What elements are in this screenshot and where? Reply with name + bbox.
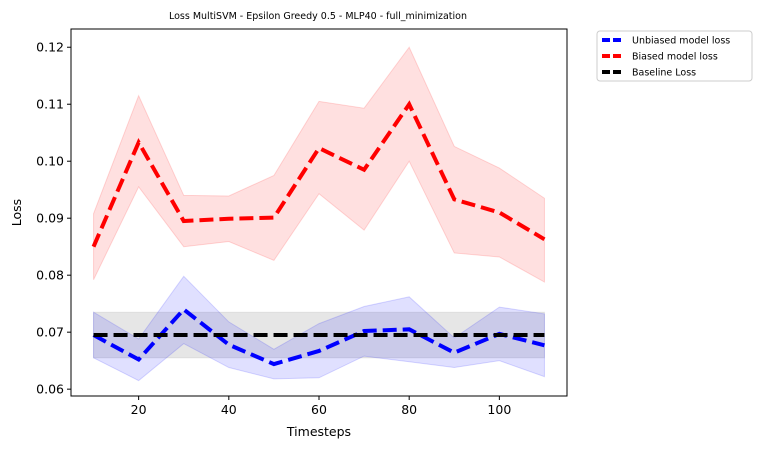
y-tick-label: 0.06 <box>36 382 64 397</box>
series-lines <box>91 100 546 367</box>
y-tick-label: 0.11 <box>36 97 64 112</box>
x-tick-label: 80 <box>401 402 417 417</box>
x-axis-ticks: 20 40 60 80 100 <box>131 396 511 417</box>
baseline-loss-legend-label: Baseline Loss <box>632 68 696 79</box>
x-tick-label: 40 <box>221 402 237 417</box>
unbiased-model-loss-band <box>93 275 545 382</box>
unbiased-model-loss-legend-label: Unbiased model loss <box>632 36 730 47</box>
biased-model-loss-band <box>93 46 545 283</box>
y-axis-label: Loss <box>9 199 24 226</box>
biased-model-loss-line <box>91 100 546 248</box>
chart-title: Loss MultiSVM - Epsilon Greedy 0.5 - MLP… <box>169 11 467 22</box>
unbiased-model-loss-line <box>92 306 545 367</box>
legend: Unbiased model loss Biased model loss Base… <box>596 30 753 82</box>
legend-frame <box>596 30 753 82</box>
x-axis-label: Timesteps <box>286 424 351 439</box>
biased-model-loss-legend-label: Biased model loss <box>632 52 718 63</box>
x-tick-label: 100 <box>487 402 511 417</box>
confidence-bands <box>93 46 545 382</box>
y-tick-label: 0.08 <box>36 268 64 283</box>
y-axis-ticks: 0.06 0.07 0.08 0.09 0.10 0.11 0.12 <box>36 40 71 397</box>
x-tick-label: 60 <box>311 402 327 417</box>
y-tick-label: 0.09 <box>36 211 64 226</box>
y-tick-label: 0.12 <box>36 40 64 55</box>
y-tick-label: 0.07 <box>36 325 64 340</box>
y-tick-label: 0.10 <box>36 154 64 169</box>
x-tick-label: 20 <box>131 402 147 417</box>
